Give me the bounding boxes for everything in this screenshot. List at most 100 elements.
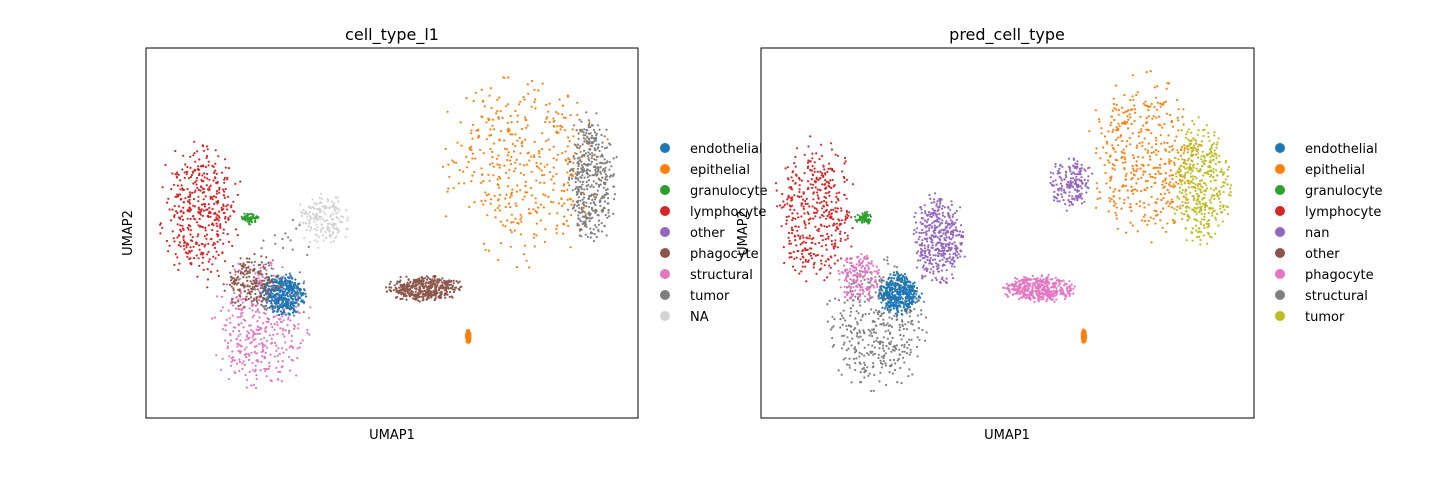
data-point [603, 200, 607, 203]
data-point [803, 172, 806, 175]
data-point [444, 147, 447, 150]
data-point [191, 191, 194, 194]
data-point [498, 204, 501, 207]
data-point [525, 163, 528, 166]
data-point [903, 343, 906, 346]
data-point [898, 348, 901, 351]
data-point [873, 286, 876, 289]
data-point [844, 215, 847, 218]
data-point [861, 292, 865, 295]
data-point [834, 245, 837, 248]
cluster-epithelial [441, 76, 609, 269]
data-point [473, 171, 476, 174]
data-point [524, 184, 527, 187]
data-point [844, 319, 847, 322]
data-point [858, 361, 861, 364]
data-point [892, 287, 895, 290]
data-point [878, 347, 881, 350]
data-point [420, 276, 423, 279]
data-point [263, 267, 266, 270]
data-point [445, 281, 448, 285]
data-point [492, 118, 495, 121]
data-point [274, 306, 277, 309]
data-point [189, 166, 192, 169]
data-point [597, 228, 600, 231]
data-point [565, 219, 569, 222]
data-point [298, 221, 302, 225]
data-point [254, 217, 257, 220]
data-point [842, 316, 845, 320]
data-point [890, 317, 894, 320]
data-point [849, 330, 852, 333]
data-point [910, 310, 913, 313]
data-point [322, 205, 325, 208]
data-point [827, 213, 831, 216]
data-point [804, 202, 807, 205]
data-point [863, 274, 867, 277]
data-point [900, 277, 904, 280]
data-point [239, 339, 242, 342]
data-point [909, 351, 912, 354]
data-point [168, 244, 171, 247]
scatter-points [159, 76, 618, 390]
data-point [597, 143, 600, 146]
data-point [605, 128, 608, 131]
data-point [583, 188, 586, 191]
data-point [195, 221, 199, 224]
data-point [455, 161, 458, 164]
data-point [179, 245, 182, 248]
data-point [791, 219, 794, 222]
data-point [803, 153, 806, 156]
data-point [268, 365, 271, 368]
data-point [221, 328, 225, 331]
data-point [552, 157, 555, 160]
data-point [875, 331, 878, 334]
data-point [497, 186, 500, 189]
data-point [524, 191, 527, 194]
data-point [570, 173, 573, 176]
data-point [892, 303, 895, 306]
data-point [431, 279, 434, 282]
data-point [481, 116, 484, 119]
data-point [280, 299, 283, 302]
data-point [881, 289, 884, 292]
data-point [835, 201, 838, 204]
data-point [426, 286, 429, 289]
data-point [844, 296, 847, 299]
data-point [287, 236, 290, 239]
data-point [534, 98, 537, 101]
data-point [331, 200, 334, 203]
data-point [529, 186, 532, 190]
data-point [247, 271, 250, 275]
data-point [216, 235, 219, 238]
data-point [866, 366, 869, 369]
data-point [306, 253, 309, 256]
data-point [586, 188, 589, 191]
data-point [615, 156, 618, 159]
data-point [252, 279, 256, 283]
data-point [448, 175, 451, 178]
data-point [883, 324, 886, 327]
data-point [279, 290, 282, 293]
data-point [256, 360, 260, 363]
data-point [898, 353, 901, 356]
data-point [240, 322, 243, 325]
data-point [256, 308, 259, 311]
data-point [468, 205, 471, 208]
data-point [828, 264, 831, 267]
data-point [517, 222, 520, 225]
data-point [312, 206, 315, 209]
data-point [848, 340, 851, 343]
data-point [281, 296, 284, 299]
data-point [808, 222, 811, 225]
cluster-NA [298, 192, 349, 249]
data-point [854, 317, 857, 320]
data-point [494, 216, 497, 219]
data-point [900, 319, 904, 322]
data-point [886, 292, 889, 295]
data-point [787, 195, 791, 199]
data-point [591, 124, 594, 127]
data-point [568, 169, 572, 172]
data-point [834, 153, 837, 156]
data-point [203, 205, 206, 208]
